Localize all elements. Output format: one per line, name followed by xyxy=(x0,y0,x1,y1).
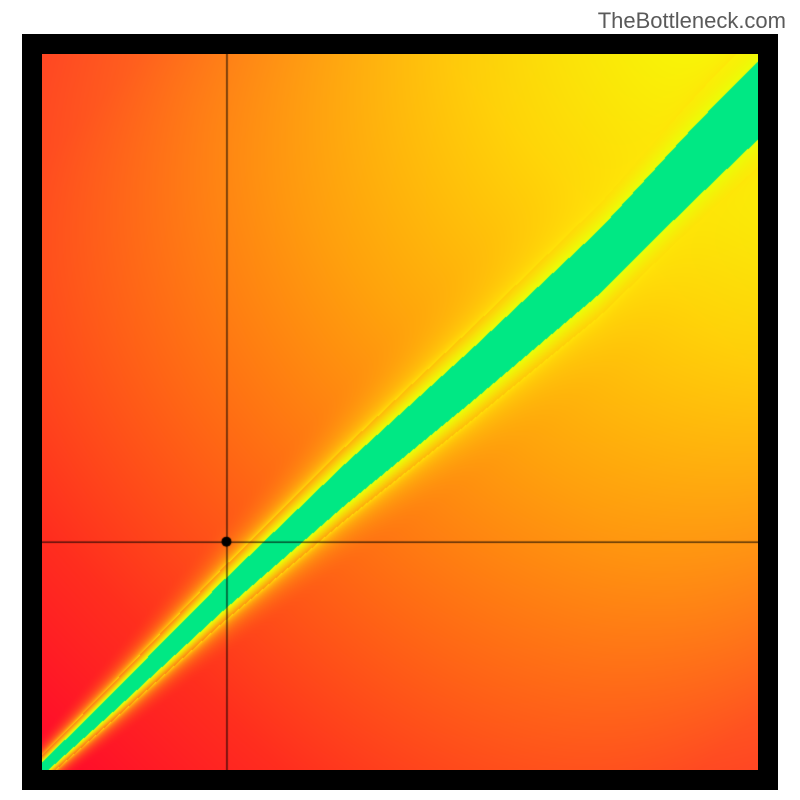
attribution-text: TheBottleneck.com xyxy=(598,8,786,34)
plot-frame xyxy=(22,34,778,790)
bottleneck-heatmap xyxy=(42,54,758,770)
